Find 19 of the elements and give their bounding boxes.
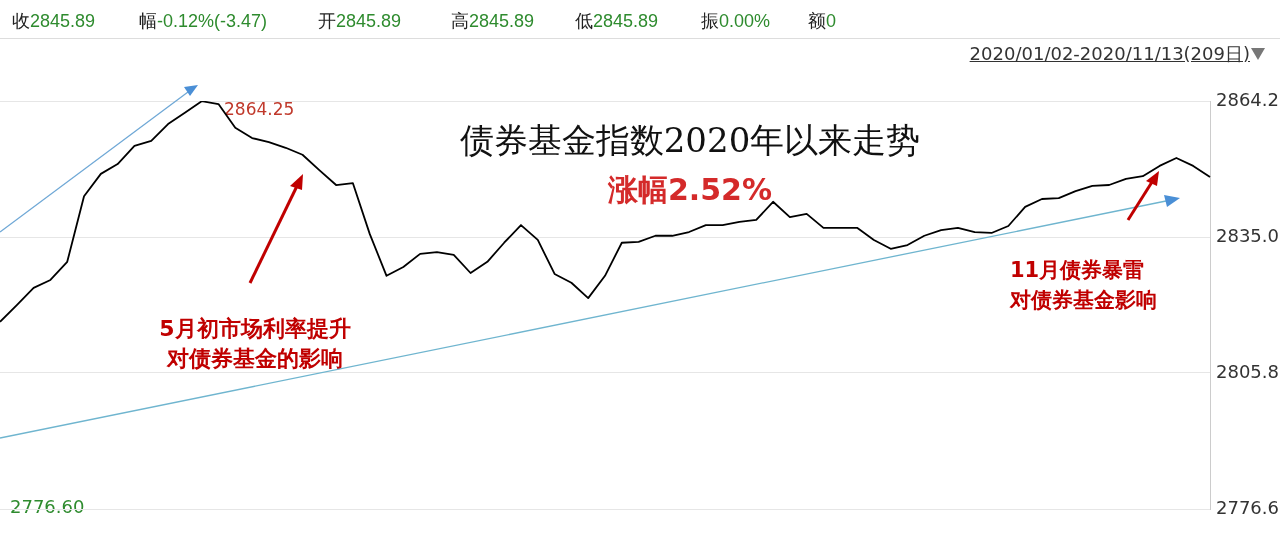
y-tick-label: 2835.0 <box>1216 224 1279 246</box>
text: 高2845.89 <box>451 11 535 31</box>
text: 幅-0.12%(-3.47) <box>139 11 268 31</box>
annotation: 对债券基金的影响 <box>165 345 344 373</box>
text: 振0.00% <box>701 11 771 31</box>
y-tick-label: 2805.8 <box>1216 360 1279 382</box>
text: 低2845.89 <box>575 11 659 31</box>
text: 收2845.89 <box>12 11 96 31</box>
annotation: 2864.25 <box>224 99 295 119</box>
text: 2020/01/02-2020/11/13(209日) <box>969 42 1250 66</box>
text: 债券基金指数2020年以来走势 <box>458 119 922 162</box>
y-tick-label: 2864.2 <box>1216 88 1279 110</box>
annotation: 11月债券暴雷 <box>1010 257 1145 284</box>
text: 额0 <box>808 11 837 31</box>
text: 开2845.89 <box>318 11 402 31</box>
annotation: 对债券基金影响 <box>1010 287 1157 314</box>
text: 涨幅2.52% <box>606 171 774 209</box>
annotation: 5月初市场利率提升 <box>158 315 352 343</box>
y-tick-label: 2776.6 <box>1216 496 1279 518</box>
